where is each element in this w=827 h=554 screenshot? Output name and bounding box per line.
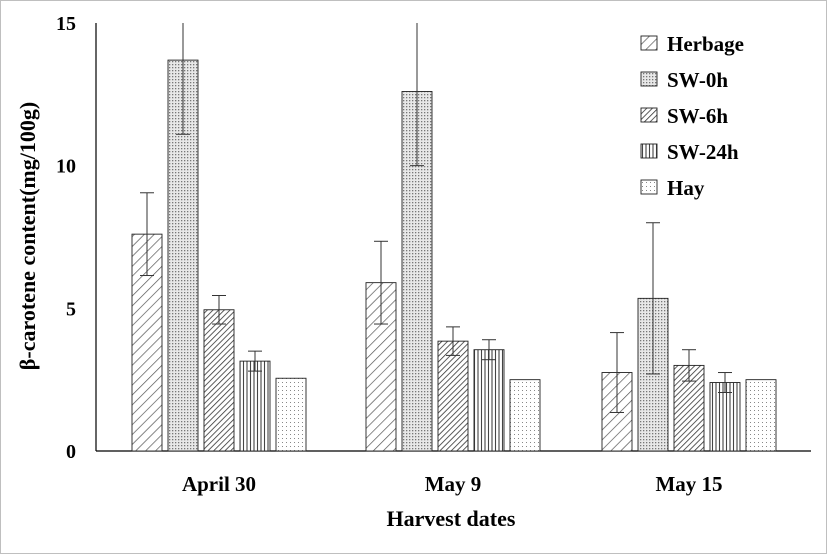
y-tick-label: 15 xyxy=(56,13,76,35)
bar-sw-24h xyxy=(473,349,505,452)
x-tick-label: May 9 xyxy=(425,472,482,496)
legend-swatch xyxy=(640,179,658,195)
y-tick-label: 5 xyxy=(66,298,76,320)
bar-hay xyxy=(509,379,541,452)
y-tick-label: 10 xyxy=(56,156,76,178)
legend-label: SW-6h xyxy=(667,104,728,128)
legend: Herbage SW-0h SW-6h SW-24h Hay xyxy=(640,32,744,200)
plot-area: 0 5 10 15 April 30 May 9 May 15 xyxy=(56,13,811,496)
bar-hay xyxy=(275,377,307,452)
legend-swatch xyxy=(640,107,658,123)
x-tick-label: April 30 xyxy=(182,472,256,496)
bar-sw-6h xyxy=(437,340,469,452)
legend-label: SW-0h xyxy=(667,68,728,92)
bar-sw-24h xyxy=(239,360,271,452)
y-axis-label: β-carotene content(mg/100g) xyxy=(15,102,40,370)
y-tick-label: 0 xyxy=(66,441,76,463)
legend-swatch xyxy=(640,71,658,87)
legend-label: Herbage xyxy=(667,32,744,56)
legend-label: SW-24h xyxy=(667,140,739,164)
legend-swatch xyxy=(640,35,658,51)
legend-label: Hay xyxy=(667,176,705,200)
legend-swatch xyxy=(640,143,658,159)
x-axis-label: Harvest dates xyxy=(387,506,516,531)
bar-hay xyxy=(745,379,777,452)
bar-sw-6h xyxy=(203,309,235,452)
x-tick-label: May 15 xyxy=(655,472,722,496)
